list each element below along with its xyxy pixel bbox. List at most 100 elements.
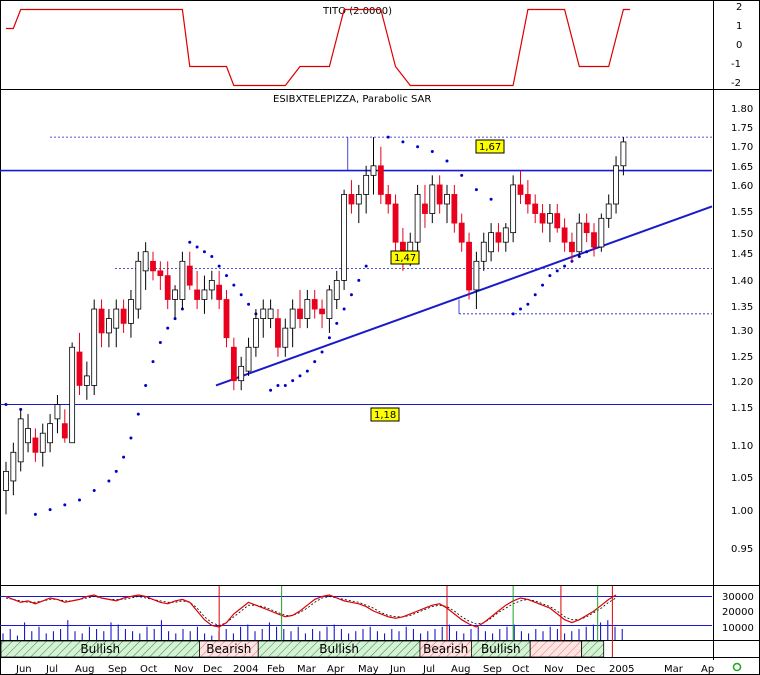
candle-body bbox=[282, 327, 289, 348]
price-levels bbox=[0, 136, 713, 406]
candle-body bbox=[348, 194, 355, 205]
candlesticks bbox=[3, 137, 627, 515]
sar-dot bbox=[416, 145, 420, 149]
price-y-axis: 1.80 1.75 1.70 1.65 1.60 1.55 1.50 1.45 … bbox=[731, 104, 753, 555]
candle-body bbox=[341, 194, 348, 281]
x-tick-label: Sep bbox=[108, 664, 127, 675]
candle-body bbox=[297, 308, 303, 319]
sar-dot bbox=[460, 173, 464, 177]
sar-dot bbox=[313, 360, 317, 364]
sar-dot bbox=[548, 274, 552, 278]
candle-body bbox=[466, 241, 472, 291]
price-tick-label: 1.10 bbox=[731, 441, 753, 452]
candle-body bbox=[591, 232, 597, 248]
sar-dot bbox=[247, 302, 251, 306]
sar-dot bbox=[269, 388, 273, 392]
sar-dot bbox=[533, 293, 537, 297]
sar-dot bbox=[327, 336, 331, 340]
sar-dot bbox=[555, 269, 559, 273]
candle-body bbox=[113, 308, 120, 329]
sar-dot bbox=[519, 307, 522, 311]
price-tick-label: 1.40 bbox=[731, 276, 753, 287]
price-tick-label: 1.20 bbox=[731, 377, 753, 388]
candle-body bbox=[76, 351, 83, 386]
support-trendline bbox=[215, 205, 713, 387]
candle-body bbox=[32, 437, 39, 453]
x-tick-label: 2005 bbox=[609, 664, 634, 675]
candle-body bbox=[605, 203, 612, 219]
sar-dot bbox=[364, 264, 368, 268]
candle-body bbox=[179, 260, 186, 300]
indicator-tick-label: 2 bbox=[736, 2, 742, 13]
annotation-box bbox=[475, 139, 505, 154]
price-tick-label: 1.00 bbox=[731, 506, 753, 517]
candle-body bbox=[10, 451, 17, 482]
candle-body bbox=[150, 260, 156, 272]
sar-dot bbox=[511, 312, 515, 316]
candle-body bbox=[319, 308, 325, 315]
candle-body bbox=[561, 227, 568, 243]
candle-body bbox=[517, 184, 524, 195]
candle-body bbox=[363, 174, 370, 195]
candle-body bbox=[370, 165, 377, 176]
x-tick-label: Feb bbox=[267, 664, 285, 675]
x-tick-label: Aug bbox=[451, 664, 471, 675]
status-indicator-icon[interactable] bbox=[732, 662, 742, 672]
price-tick-label: 1.15 bbox=[731, 403, 753, 414]
sar-dot bbox=[342, 307, 346, 311]
volume-y-axis: 30000 20000 10000 bbox=[722, 592, 754, 634]
sar-dot bbox=[129, 436, 133, 440]
candle-body bbox=[480, 241, 487, 262]
sar-dot bbox=[166, 326, 170, 330]
candle-body bbox=[61, 423, 68, 439]
indicator-tick-label: 1 bbox=[736, 21, 742, 32]
sar-dot bbox=[298, 374, 302, 378]
candle-body bbox=[128, 299, 134, 324]
candle-body bbox=[245, 346, 252, 372]
price-tick-label: 1.60 bbox=[731, 181, 753, 192]
sar-dot bbox=[4, 403, 8, 407]
annotation-text: 1,18 bbox=[374, 410, 396, 421]
price-tick-label: 1.50 bbox=[731, 229, 753, 240]
sar-dot bbox=[225, 274, 228, 278]
candle-body bbox=[532, 203, 539, 214]
candle-body bbox=[157, 270, 164, 277]
candle-body bbox=[554, 213, 561, 229]
annotation-text: 1,67 bbox=[479, 142, 501, 153]
sar-dot bbox=[144, 383, 148, 387]
sar-dot bbox=[335, 321, 339, 325]
candle-body bbox=[598, 217, 605, 248]
volume-tick-label: 10000 bbox=[722, 623, 754, 634]
candle-body bbox=[186, 265, 193, 286]
candle-body bbox=[3, 470, 9, 491]
trend-band-label: Bullish bbox=[481, 642, 521, 656]
candle-body bbox=[620, 141, 627, 167]
candle-body bbox=[223, 299, 230, 339]
sar-dot bbox=[33, 512, 37, 516]
indicator-tick-label: -1 bbox=[731, 59, 741, 70]
sar-dot bbox=[122, 455, 126, 459]
oscillator-signal-line bbox=[5, 596, 617, 626]
annotation-box bbox=[370, 407, 400, 422]
trend-bands: Bullish Bearish Bullish Bearish Bullish bbox=[0, 640, 605, 658]
indicator-y-axis: 2 1 0 -1 -2 bbox=[731, 2, 742, 89]
candle-body bbox=[326, 289, 333, 320]
price-tick-label: 1.80 bbox=[731, 104, 753, 115]
candle-body bbox=[458, 222, 465, 243]
candle-body bbox=[613, 165, 619, 205]
price-tick-label: 1.75 bbox=[731, 123, 753, 134]
sar-dot bbox=[107, 479, 111, 483]
x-tick-label: Jul bbox=[422, 664, 435, 675]
oscillator-line bbox=[5, 594, 617, 628]
candle-body bbox=[194, 289, 201, 300]
indicator-tick-label: -2 bbox=[731, 78, 741, 89]
x-tick-label: Dec bbox=[576, 664, 595, 675]
candle-body bbox=[98, 308, 105, 334]
price-tick-label: 0.95 bbox=[731, 544, 753, 555]
candle-body bbox=[377, 165, 384, 195]
sar-dot bbox=[63, 503, 67, 507]
annotation-text: 1,47 bbox=[394, 253, 416, 264]
candle-body bbox=[252, 318, 259, 348]
x-tick-label: Jun bbox=[15, 664, 32, 675]
trend-band bbox=[529, 640, 583, 658]
